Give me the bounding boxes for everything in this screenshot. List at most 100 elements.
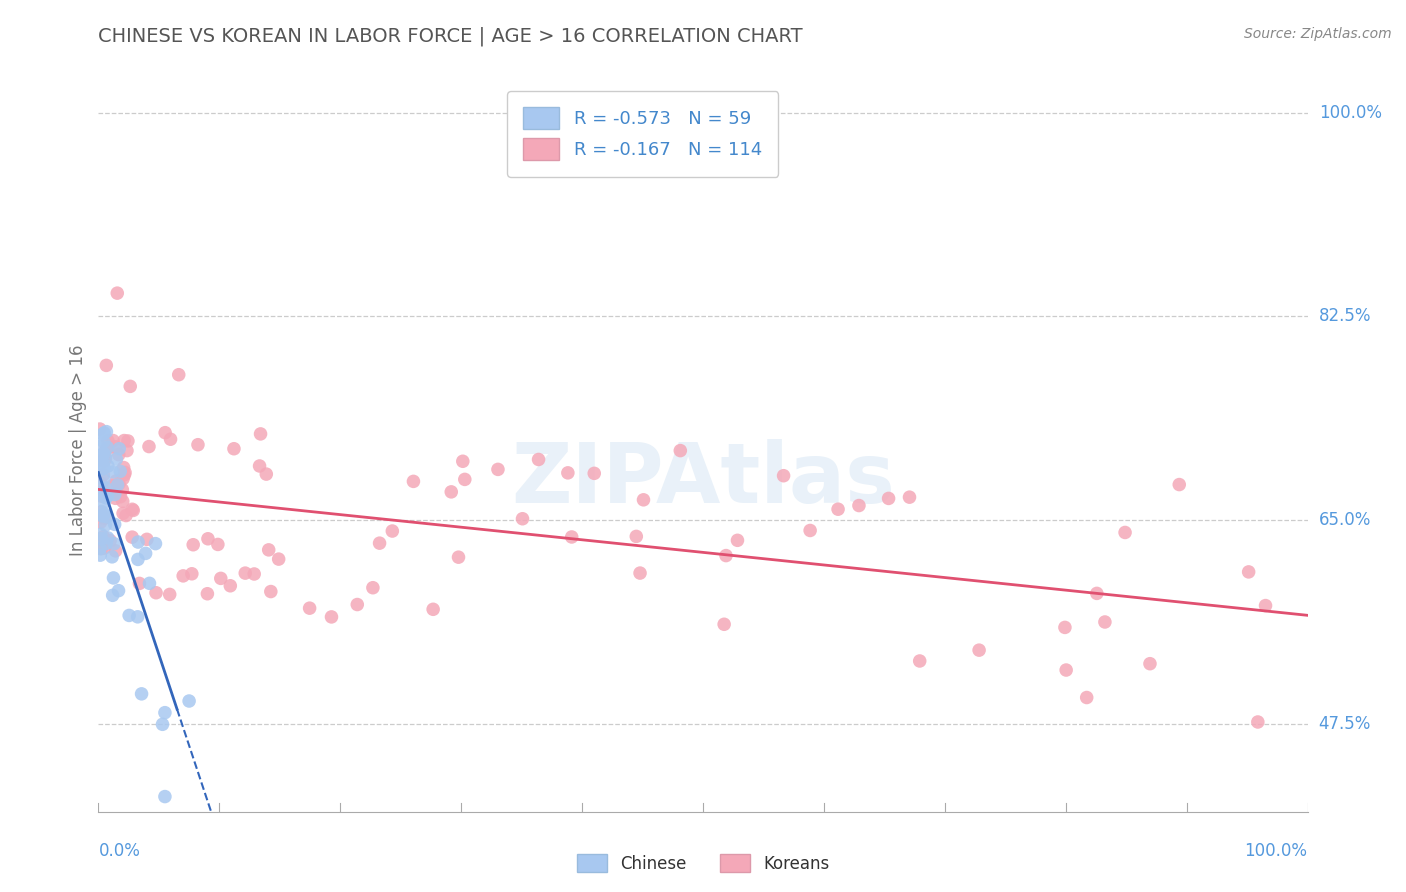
Point	[93, 472, 115, 486]
Point	[104, 544, 127, 558]
Point	[112, 460, 135, 475]
Point	[93, 530, 115, 544]
Point	[321, 610, 343, 624]
Point	[267, 552, 290, 566]
Point	[89, 541, 111, 556]
Point	[1085, 586, 1108, 600]
Point	[254, 467, 277, 482]
Point	[153, 789, 176, 804]
Point	[104, 517, 127, 532]
Point	[93, 486, 115, 500]
Point	[93, 508, 115, 523]
Point	[187, 438, 209, 452]
Point	[967, 643, 990, 657]
Point	[90, 482, 112, 496]
Point	[96, 509, 118, 524]
Point	[93, 425, 115, 440]
Legend: R = -0.573   N = 59, R = -0.167   N = 114: R = -0.573 N = 59, R = -0.167 N = 114	[508, 91, 778, 177]
Point	[908, 654, 931, 668]
Point	[848, 499, 870, 513]
Point	[368, 536, 391, 550]
Point	[91, 427, 114, 442]
Point	[713, 617, 735, 632]
Point	[89, 548, 111, 562]
Text: 100.0%: 100.0%	[1244, 842, 1308, 860]
Point	[111, 494, 134, 508]
Point	[454, 472, 477, 486]
Point	[197, 532, 219, 546]
Point	[91, 458, 114, 472]
Point	[486, 462, 509, 476]
Point	[260, 584, 283, 599]
Point	[90, 541, 112, 556]
Point	[422, 602, 444, 616]
Text: 82.5%: 82.5%	[1319, 308, 1371, 326]
Point	[135, 546, 157, 560]
Point	[97, 434, 120, 448]
Point	[127, 610, 149, 624]
Point	[127, 552, 149, 566]
Point	[799, 524, 821, 538]
Point	[104, 491, 127, 506]
Point	[527, 452, 550, 467]
Point	[90, 515, 112, 529]
Point	[153, 706, 176, 720]
Point	[249, 426, 271, 441]
Point	[243, 566, 266, 581]
Point	[121, 502, 143, 516]
Point	[153, 425, 176, 440]
Point	[94, 442, 117, 457]
Point	[122, 503, 145, 517]
Point	[209, 571, 232, 585]
Point	[105, 286, 128, 301]
Point	[111, 483, 134, 497]
Point	[181, 538, 204, 552]
Point	[131, 687, 153, 701]
Point	[138, 576, 160, 591]
Point	[93, 495, 115, 509]
Point	[633, 492, 655, 507]
Point	[101, 479, 124, 493]
Point	[101, 434, 124, 448]
Point	[115, 443, 138, 458]
Point	[115, 508, 138, 523]
Point	[145, 536, 167, 550]
Text: 47.5%: 47.5%	[1319, 715, 1371, 733]
Point	[89, 440, 111, 454]
Point	[97, 531, 120, 545]
Point	[451, 454, 474, 468]
Point	[110, 490, 132, 504]
Point	[145, 586, 167, 600]
Point	[117, 434, 139, 448]
Point	[103, 465, 125, 479]
Point	[1094, 615, 1116, 629]
Point	[90, 504, 112, 518]
Point	[112, 434, 135, 448]
Point	[90, 489, 112, 503]
Point	[402, 475, 425, 489]
Point	[101, 588, 124, 602]
Point	[583, 467, 606, 481]
Point	[207, 537, 229, 551]
Point	[91, 449, 114, 463]
Point	[172, 569, 194, 583]
Point	[96, 536, 118, 550]
Point	[107, 583, 129, 598]
Point	[93, 460, 115, 475]
Point	[167, 368, 190, 382]
Point	[93, 446, 115, 460]
Point	[93, 541, 115, 555]
Point	[219, 579, 242, 593]
Point	[108, 476, 131, 491]
Point	[249, 458, 271, 473]
Point	[512, 512, 534, 526]
Point	[714, 549, 737, 563]
Point	[90, 508, 112, 523]
Point	[197, 587, 219, 601]
Point	[93, 454, 115, 468]
Point	[121, 530, 143, 544]
Point	[1254, 599, 1277, 613]
Point	[159, 432, 181, 446]
Text: Source: ZipAtlas.com: Source: ZipAtlas.com	[1244, 27, 1392, 41]
Point	[114, 466, 136, 480]
